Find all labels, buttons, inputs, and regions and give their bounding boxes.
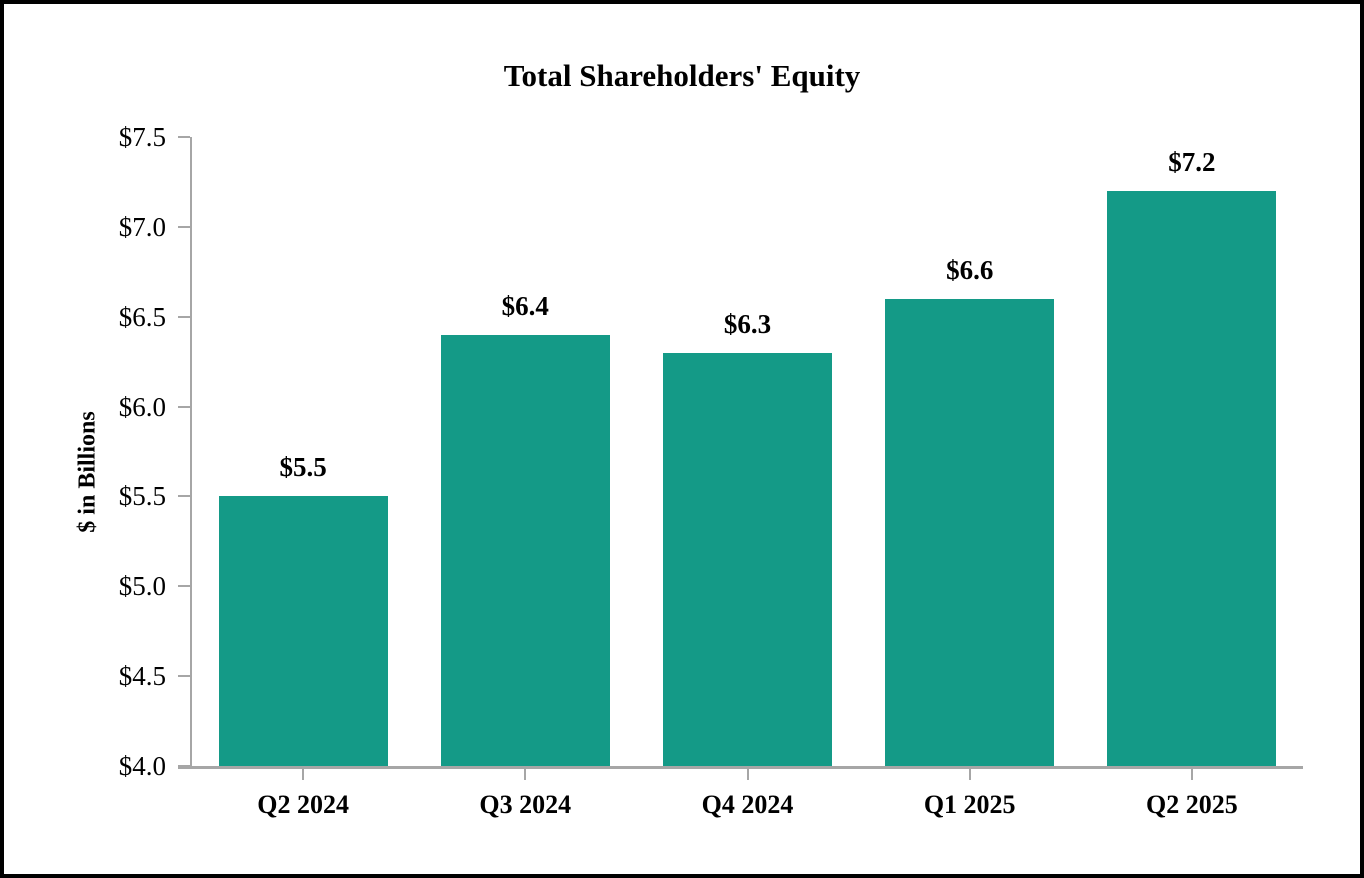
y-axis-line [190,137,192,768]
x-axis-tick [746,769,749,780]
y-axis-tick-label: $5.5 [118,481,166,512]
bar-q2-2024 [218,496,388,766]
y-axis-tick [178,585,190,588]
y-axis-tick-label: $6.5 [118,301,166,332]
bar-q3-2024 [440,334,610,766]
y-axis-tick [178,315,190,318]
x-axis-tick [524,769,527,780]
y-axis-label: $ in Billions [74,411,101,533]
x-axis-tick [968,769,971,780]
y-axis-tick [178,495,190,498]
x-axis-category-label: Q2 2025 [1146,790,1238,819]
y-axis-tick-label: $6.0 [118,391,166,422]
y-axis-tick [178,675,190,678]
bar-value-label: $6.4 [501,290,549,321]
y-axis-tick-label: $7.5 [118,122,166,152]
y-axis-tick-label: $7.0 [118,211,166,242]
x-axis-category-label: Q1 2025 [923,790,1016,819]
x-axis-category-label: Q4 2024 [701,790,794,819]
bar-value-label: $7.2 [1168,146,1216,177]
x-axis-tick [302,769,305,780]
y-axis-tick [178,765,190,767]
x-axis-category-label: Q3 2024 [479,790,572,819]
y-axis-tick [178,136,190,138]
x-axis-category-label: Q2 2024 [257,790,349,819]
y-axis-tick-label: $5.0 [118,571,166,602]
y-axis-tick [178,225,190,228]
bar-value-label: $6.3 [723,308,772,339]
bar-q1-2025 [885,298,1055,766]
bar-value-label: $6.6 [946,254,994,285]
x-axis-line [178,766,1303,769]
y-axis-tick-label: $4.5 [118,661,166,692]
y-axis-tick [178,405,190,408]
bar-value-label: $5.5 [279,452,327,483]
bar-q4-2024 [663,352,832,766]
chart-title: Total Shareholders' Equity [503,58,861,93]
x-axis-tick [1190,769,1193,780]
y-axis-tick-label: $4.0 [118,751,166,781]
plot-area: $4.0 $4.5 $5.0 $5.5 $6.0 $6.5 $7.0 $7.5 $5.5 Q2 2… [119,123,1303,819]
bar-q2-2025 [1107,190,1277,766]
